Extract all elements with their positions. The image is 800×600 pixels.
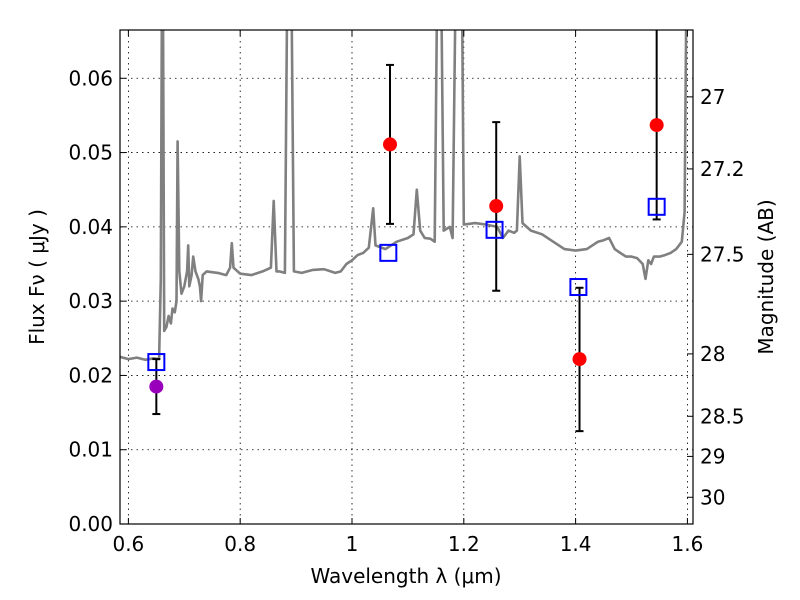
x-tick-label: 1.6	[672, 532, 704, 556]
marker-layer	[147, 30, 666, 433]
spectrum-line	[120, 30, 688, 362]
observed-data-point	[383, 137, 398, 152]
right-tick-label: 27.2	[700, 157, 745, 181]
axis-ticks: 0.6 0.8 1 1.2 1.4 1.6 0.00 0.01 0.02 0.03 0.04 0.05…	[68, 30, 745, 556]
x-tick-label: 1	[346, 532, 359, 556]
plot-area	[120, 30, 688, 362]
y-axis-label: Flux Fν ( μJy )	[25, 209, 49, 345]
x-tick-label: 1.2	[448, 532, 480, 556]
x-tick-label: 1.4	[560, 532, 592, 556]
right-tick-label: 30	[700, 485, 725, 509]
right-tick-label: 28	[700, 342, 725, 366]
right-tick-label: 27.5	[700, 242, 745, 266]
y-tick-label: 0.01	[68, 438, 113, 462]
model-photometry-square	[379, 243, 398, 262]
x-tick-label: 0.6	[112, 532, 144, 556]
y-tick-label: 0.04	[68, 215, 113, 239]
y-tick-label: 0.00	[68, 512, 113, 536]
observed-data-point	[572, 352, 587, 367]
right-tick-label: 29	[700, 444, 725, 468]
model-photometry-square	[569, 278, 588, 297]
right-tick-label: 28.5	[700, 404, 745, 428]
right-axis-label: Magnitude (AB)	[754, 199, 778, 354]
x-tick-label: 0.8	[224, 532, 256, 556]
observed-data-point	[489, 199, 504, 214]
y-tick-label: 0.02	[68, 363, 113, 387]
y-tick-label: 0.05	[68, 141, 113, 165]
model-photometry-square	[485, 220, 504, 239]
observed-data-point	[149, 379, 164, 394]
y-tick-label: 0.03	[68, 289, 113, 313]
model-photometry-square	[647, 197, 666, 216]
right-tick-label: 27	[700, 85, 725, 109]
y-tick-label: 0.06	[68, 66, 113, 90]
x-axis-label: Wavelength λ (μm)	[310, 564, 501, 588]
model-photometry-square	[147, 353, 166, 372]
observed-data-point	[649, 118, 664, 133]
plot-frame	[119, 29, 694, 525]
